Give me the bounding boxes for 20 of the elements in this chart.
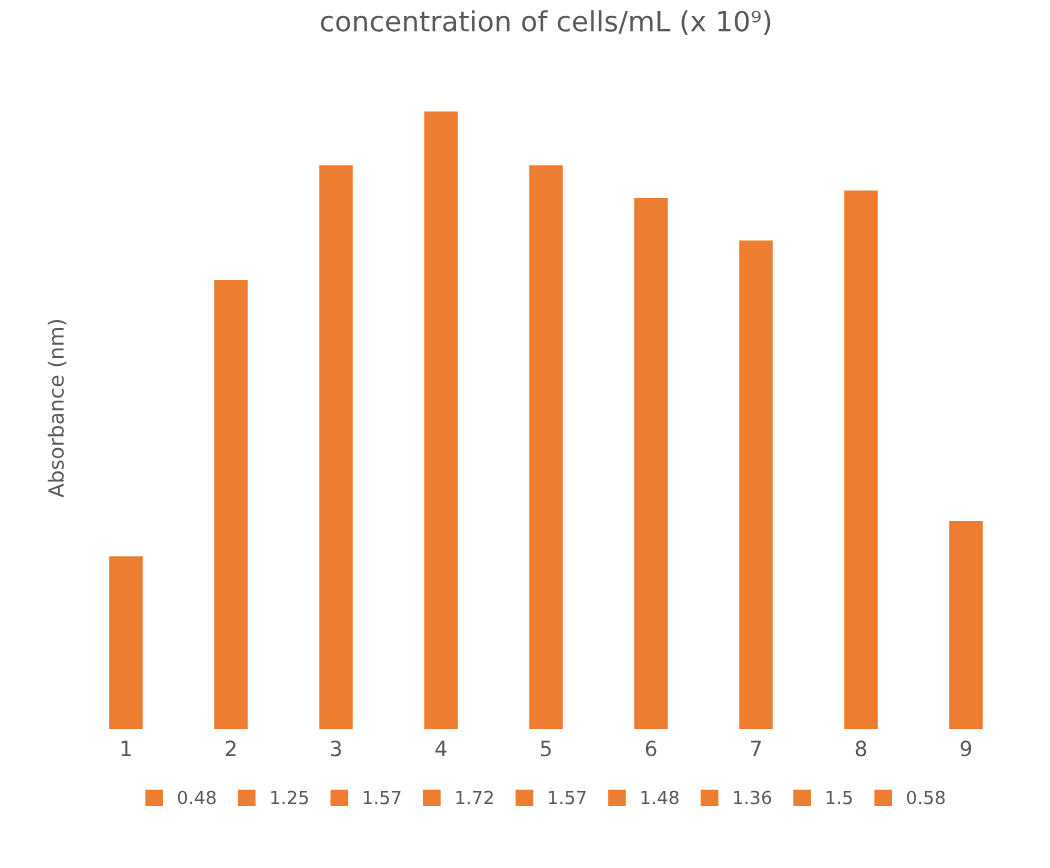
x-tick-label: 2 (225, 740, 236, 757)
legend-label: 1.48 (641, 790, 679, 805)
x-tick-label: 7 (751, 740, 761, 757)
x-tick-label: 8 (855, 740, 867, 757)
legend-label: 1.72 (456, 790, 493, 805)
legend-label: 1.36 (734, 790, 772, 805)
y-axis-title: Absorbance (nm) (47, 320, 67, 498)
chart-title: concentration of cells/mL (x 10⁹) (320, 10, 771, 35)
legend-label: 1.57 (548, 790, 586, 805)
legend-label: 0.58 (906, 790, 945, 805)
x-tick-label: 6 (645, 740, 657, 757)
x-tick-label: 4 (435, 740, 447, 757)
x-tick-label: 3 (330, 740, 341, 757)
legend-label: 1.57 (363, 790, 401, 805)
x-tick-label: 5 (540, 740, 551, 757)
legend-label: 1.5 (826, 790, 852, 805)
x-tick-label: 1 (121, 740, 131, 757)
legend-label: 0.48 (177, 790, 216, 805)
x-tick-label: 9 (960, 740, 972, 757)
legend-label: 1.25 (271, 790, 308, 805)
